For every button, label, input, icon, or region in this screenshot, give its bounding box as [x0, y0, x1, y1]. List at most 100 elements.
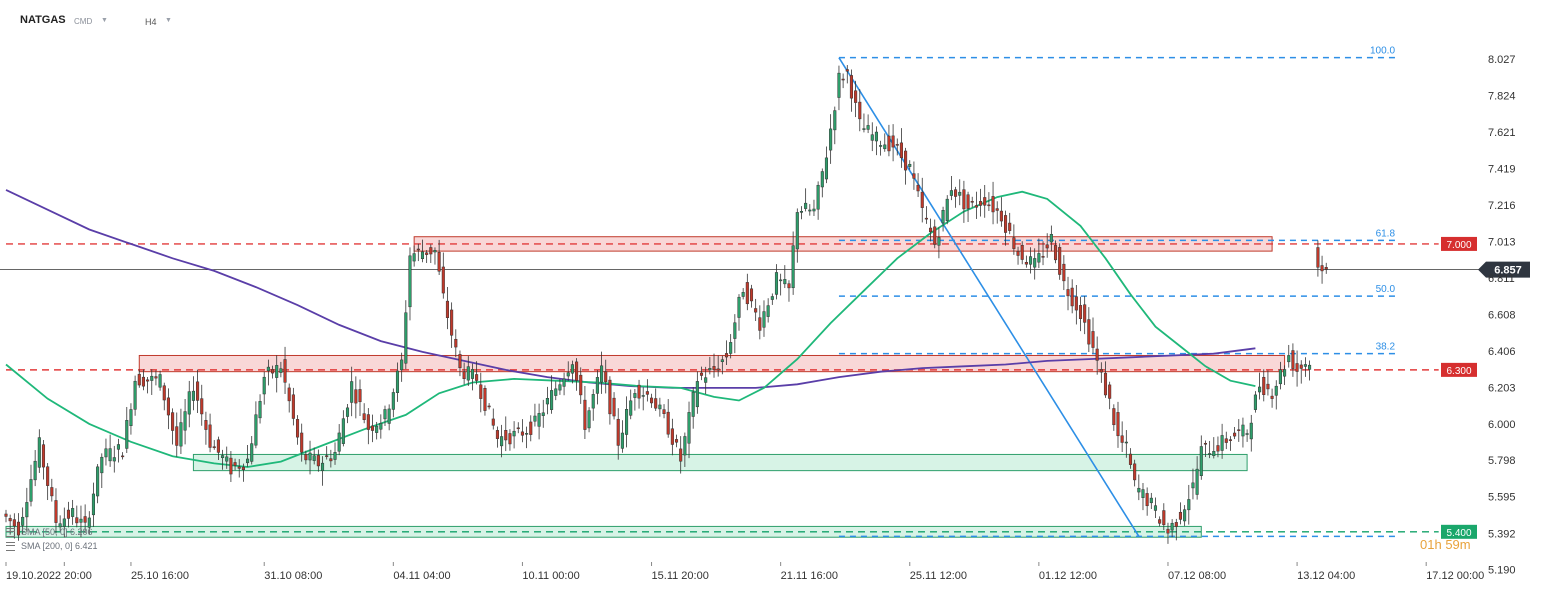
candle-body	[133, 380, 137, 410]
candle-body	[1308, 364, 1312, 370]
candle-body	[291, 394, 295, 419]
candle-body	[391, 392, 395, 410]
candle-body	[608, 379, 612, 415]
candle-body	[1053, 245, 1058, 261]
candle-body	[237, 466, 241, 469]
candle-body	[849, 75, 853, 99]
candle-body	[275, 365, 279, 378]
indicator-menu-icon[interactable]	[6, 542, 15, 552]
candle-body	[995, 208, 999, 211]
candle-body	[508, 433, 512, 445]
candle-body	[533, 415, 537, 422]
candle-body	[50, 487, 54, 497]
candle-body	[316, 455, 320, 467]
candle-body	[500, 436, 504, 447]
fib-level-label: 50.0	[1376, 284, 1396, 295]
candle-body	[562, 378, 566, 387]
candle-body	[1245, 433, 1249, 435]
y-axis-tick-label: 6.000	[1488, 419, 1516, 431]
candle-body	[816, 184, 820, 210]
candle-body	[616, 418, 620, 446]
candle-body	[437, 252, 441, 272]
candle-body	[1291, 350, 1295, 369]
candle-body	[587, 410, 591, 429]
x-axis-tick-label: 07.12 08:00	[1168, 570, 1226, 582]
candle-body	[666, 411, 670, 435]
symbol-name[interactable]: NATGAS	[20, 14, 66, 26]
candle-body	[483, 387, 487, 411]
x-axis-tick-label: 17.12 00:00	[1426, 570, 1484, 582]
candle-body	[1008, 222, 1012, 231]
candle-body	[1058, 247, 1062, 275]
candle-body	[196, 381, 200, 401]
candle-body	[462, 371, 466, 380]
candle-body	[1266, 383, 1270, 390]
candle-body	[566, 372, 570, 377]
y-axis-tick-label: 6.608	[1488, 309, 1516, 321]
candle-body	[699, 372, 704, 376]
candle-body	[4, 513, 8, 517]
symbol-dropdown-icon[interactable]: ▼	[101, 17, 108, 24]
countdown-minutes-unit: m	[1459, 537, 1471, 552]
candle-body	[512, 430, 516, 437]
timeframe-dropdown-icon[interactable]: ▼	[165, 17, 172, 24]
candle-body	[1241, 424, 1245, 437]
candle-body	[1037, 253, 1041, 263]
x-axis-tick-label: 19.10.2022	[6, 570, 61, 582]
candle-body	[350, 381, 354, 403]
candle-body	[1103, 372, 1108, 396]
candle-body	[29, 479, 33, 502]
candle-body	[495, 430, 499, 439]
y-axis-tick-label: 5.392	[1488, 528, 1516, 540]
candle-body	[1228, 439, 1232, 441]
candle-body	[279, 368, 283, 373]
moving-averages-layer	[5, 189, 1256, 468]
resistance-zone	[413, 236, 1273, 252]
candle-body	[370, 425, 375, 431]
candle-body	[833, 110, 837, 131]
legend-sma200[interactable]: SMA [200, 0] 6.421	[6, 541, 98, 552]
timeframe-selector[interactable]: H4	[145, 17, 157, 27]
y-axis-tick-label: 6.811	[1488, 273, 1515, 285]
candle-body	[1149, 497, 1153, 504]
candle-body	[1033, 258, 1037, 268]
candle-body	[887, 135, 891, 152]
candle-body	[929, 227, 933, 233]
candle-body	[612, 397, 616, 417]
candle-body	[891, 135, 895, 148]
candle-body	[466, 366, 470, 381]
candle-body	[516, 427, 520, 430]
candle-body	[970, 201, 974, 203]
candle-body	[1270, 395, 1274, 399]
candle-body	[1316, 247, 1320, 268]
candle-body	[874, 131, 878, 142]
candle-body	[774, 272, 779, 295]
candle-body	[83, 516, 87, 523]
candle-body	[175, 426, 179, 446]
candle-body	[258, 401, 262, 419]
candle-body	[1128, 453, 1133, 465]
candle-body	[387, 408, 391, 424]
x-axis-tick-label: 01.12 12:00	[1039, 570, 1097, 582]
candle-body	[829, 128, 833, 151]
candle-body	[304, 454, 308, 461]
candle-body	[445, 300, 450, 318]
candle-body	[246, 458, 250, 464]
candle-body	[579, 374, 583, 396]
candle-body	[649, 397, 654, 404]
candle-body	[904, 150, 908, 171]
candle-body	[91, 493, 96, 516]
candle-body	[687, 412, 691, 444]
candle-body	[46, 466, 50, 486]
candle-body	[545, 398, 549, 405]
candle-body	[271, 369, 275, 374]
candle-body	[770, 296, 774, 300]
legend-sma50[interactable]: SMA [50, 0] 6.206	[6, 527, 93, 538]
indicator-menu-icon[interactable]	[6, 528, 15, 538]
y-axis-tick-label: 8.027	[1488, 54, 1516, 66]
candle-body	[966, 194, 970, 209]
candle-body	[1187, 499, 1191, 511]
candle-body	[824, 157, 829, 180]
candle-body	[408, 255, 412, 308]
